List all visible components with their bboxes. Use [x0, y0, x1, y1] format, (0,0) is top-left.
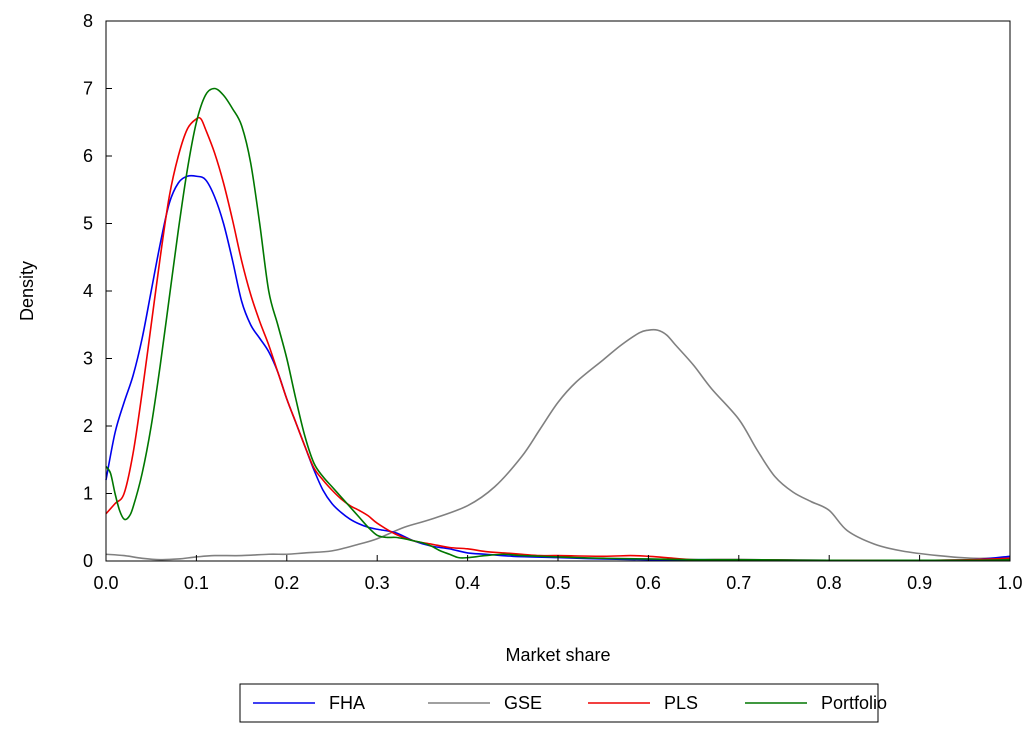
y-tick-label: 2 — [83, 416, 93, 436]
y-tick-label: 7 — [83, 79, 93, 99]
x-tick-label: 0.3 — [365, 573, 390, 593]
series-line-gse — [105, 328, 1011, 561]
legend: FHA GSE PLS Portfolio — [239, 683, 887, 723]
y-tick-label: 4 — [83, 281, 93, 301]
y-tick-label: 0 — [83, 551, 93, 571]
x-tick-label: 0.4 — [455, 573, 480, 593]
y-tick-label: 5 — [83, 214, 93, 234]
series-layer — [105, 87, 1011, 562]
x-tick-label: 1.0 — [997, 573, 1022, 593]
y-tick-label: 6 — [83, 146, 93, 166]
ticks-layer: 0.0 0.1 0.2 0.3 0.4 0.5 0.6 0.7 0.8 0.9 1.0 0 1 2 3 4 5 6… — [83, 11, 1023, 593]
series-line-pls — [105, 116, 1011, 562]
x-tick-label: 0.9 — [907, 573, 932, 593]
y-tick-label: 8 — [83, 11, 93, 31]
x-tick-label: 0.6 — [636, 573, 661, 593]
x-axis-title: Market share — [505, 645, 610, 665]
legend-label-fha: FHA — [329, 693, 365, 713]
y-tick-label: 1 — [83, 484, 93, 504]
legend-label-pls: PLS — [664, 693, 698, 713]
series-line-portfolio — [105, 87, 1011, 562]
legend-label-gse: GSE — [504, 693, 542, 713]
x-tick-label: 0.0 — [93, 573, 118, 593]
y-tick-label: 3 — [83, 349, 93, 369]
x-tick-label: 0.7 — [726, 573, 751, 593]
x-tick-label: 0.5 — [545, 573, 570, 593]
legend-label-portfolio: Portfolio — [821, 693, 887, 713]
x-tick-label: 0.2 — [274, 573, 299, 593]
x-tick-label: 0.1 — [184, 573, 209, 593]
x-tick-label: 0.8 — [817, 573, 842, 593]
y-axis-title: Density — [17, 261, 37, 321]
